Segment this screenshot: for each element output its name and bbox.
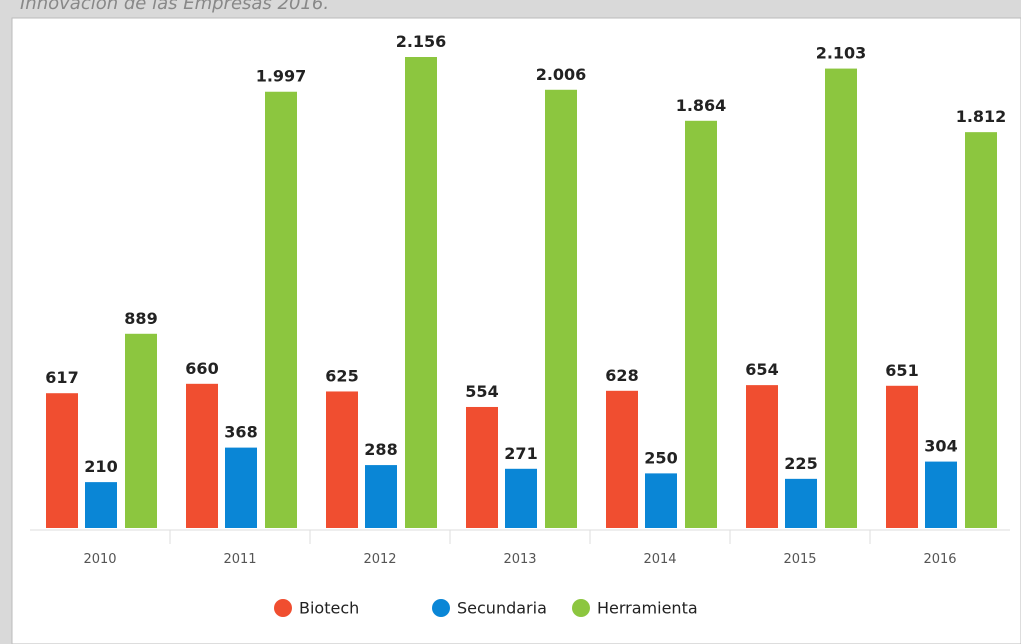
bar [225,447,257,528]
legend-swatch [432,599,450,617]
bar [265,91,297,528]
value-label: 651 [885,361,918,380]
bar [545,89,577,529]
bar [685,120,717,529]
value-label: 628 [605,366,638,385]
value-label: 288 [364,440,397,459]
bar [186,383,218,528]
bar [785,478,817,528]
legend-label: Herramienta [597,599,698,618]
panel [11,17,1021,644]
bar [85,482,117,528]
value-label: 368 [224,423,257,442]
legend-label: Biotech [299,599,359,618]
value-label: 654 [745,360,778,379]
value-label: 1.997 [256,67,307,86]
value-label: 1.812 [956,107,1007,126]
bar [46,393,78,528]
bar [125,333,157,528]
value-label: 225 [784,454,817,473]
x-tick-label: 2013 [503,552,536,567]
x-tick-label: 2011 [223,552,256,567]
bar [466,406,498,528]
x-tick-label: 2010 [83,552,116,567]
x-tick-label: 2012 [363,552,396,567]
bar [965,132,997,529]
value-label: 617 [45,368,78,387]
value-label: 2.103 [816,44,867,63]
legend-swatch [274,599,292,617]
bar [405,57,437,528]
bar [925,461,957,528]
value-label: 250 [644,448,677,467]
value-label: 271 [504,444,537,463]
bar [645,473,677,528]
value-label: 660 [185,359,218,378]
bar [886,385,918,528]
value-label: 210 [84,457,117,476]
bar [326,391,358,528]
value-label: 2.156 [396,32,447,51]
x-tick-label: 2014 [643,552,676,567]
x-tick-label: 2016 [923,552,956,567]
legend-label: Secundaria [457,599,547,618]
bar [606,390,638,528]
value-label: 1.864 [676,96,727,115]
bar [505,468,537,528]
value-label: 889 [124,309,157,328]
bar [746,385,778,528]
value-label: 304 [924,437,957,456]
bar [825,68,857,529]
bar [365,465,397,528]
x-tick-label: 2015 [783,552,816,567]
chart-title: Innovación de las Empresas 2016. [20,0,329,14]
value-label: 2.006 [536,65,587,84]
legend-swatch [572,599,590,617]
value-label: 625 [325,366,358,385]
value-label: 554 [465,382,498,401]
